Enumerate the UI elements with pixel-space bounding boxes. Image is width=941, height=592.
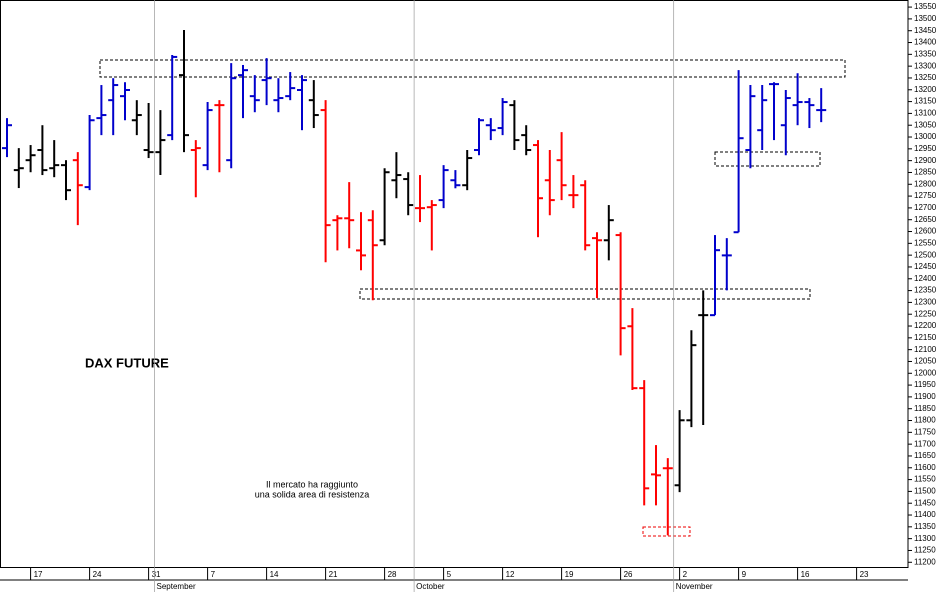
y-tick-label: 11750: [914, 427, 936, 436]
y-tick-label: 13000: [914, 132, 937, 141]
y-tick-label: 13500: [914, 14, 937, 23]
y-tick-label: 13200: [914, 85, 937, 94]
y-tick-label: 11250: [914, 546, 936, 555]
y-tick-label: 13550: [914, 2, 937, 11]
month-label: November: [676, 582, 713, 591]
x-tick-label: 26: [624, 570, 633, 579]
y-tick-label: 12200: [914, 321, 937, 330]
y-tick-label: 13100: [914, 109, 937, 118]
y-tick-label: 12450: [914, 262, 937, 271]
x-tick-label: 21: [329, 570, 338, 579]
x-tick-label: 5: [447, 570, 452, 579]
x-tick-label: 28: [388, 570, 397, 579]
x-tick-label: 19: [565, 570, 574, 579]
y-tick-label: 13300: [914, 61, 937, 70]
y-tick-label: 12050: [914, 357, 937, 366]
y-tick-label: 13150: [914, 97, 937, 106]
plot-frame: [0, 0, 909, 568]
month-label: September: [157, 582, 196, 591]
y-tick-label: 12750: [914, 191, 937, 200]
y-tick-label: 11400: [914, 510, 936, 519]
y-tick-label: 11800: [914, 416, 936, 425]
low-box: [642, 526, 691, 537]
y-tick-label: 12500: [914, 250, 937, 259]
x-tick-label: 17: [34, 570, 43, 579]
y-tick-label: 12650: [914, 215, 937, 224]
y-tick-label: 12700: [914, 203, 937, 212]
y-tick-label: 11500: [914, 487, 936, 496]
support-box: [359, 288, 811, 300]
y-tick-label: 13350: [914, 49, 937, 58]
y-tick-label: 13250: [914, 73, 937, 82]
y-tick-label: 11550: [914, 475, 936, 484]
x-tick-label: 24: [93, 570, 102, 579]
y-tick-label: 11650: [914, 451, 936, 460]
y-tick-label: 12100: [914, 345, 937, 354]
y-tick-label: 12550: [914, 238, 937, 247]
month-label: October: [416, 582, 445, 591]
y-tick-label: 11200: [914, 557, 936, 566]
y-tick-label: 13050: [914, 120, 937, 129]
resistance-box: [99, 59, 846, 78]
y-tick-label: 12400: [914, 274, 937, 283]
x-tick-label: 16: [801, 570, 810, 579]
y-tick-label: 11450: [914, 498, 936, 507]
y-tick-label: 11350: [914, 522, 936, 531]
annotation: Il mercato ha raggiunto: [266, 479, 358, 489]
support-box: [714, 151, 821, 167]
x-tick-label: 23: [860, 570, 869, 579]
y-tick-label: 12250: [914, 309, 937, 318]
y-tick-label: 13400: [914, 38, 937, 47]
y-tick-label: 13450: [914, 26, 937, 35]
x-tick-label: 2: [683, 570, 688, 579]
y-tick-label: 11950: [914, 380, 936, 389]
y-tick-label: 11300: [914, 534, 936, 543]
y-tick-label: 12150: [914, 333, 937, 342]
y-tick-label: 12600: [914, 227, 937, 236]
y-tick-label: 12800: [914, 179, 937, 188]
x-tick-label: 9: [742, 570, 747, 579]
chart-title: DAX FUTURE: [85, 355, 169, 370]
y-tick-label: 12900: [914, 156, 937, 165]
x-tick-label: 31: [152, 570, 161, 579]
y-tick-label: 11850: [914, 404, 936, 413]
y-tick-label: 11600: [914, 463, 936, 472]
y-tick-label: 12350: [914, 286, 937, 295]
y-tick-label: 12000: [914, 368, 937, 377]
annotation: una solida area di resistenza: [255, 489, 370, 499]
y-tick-label: 12950: [914, 144, 937, 153]
x-tick-label: 14: [270, 570, 279, 579]
y-tick-label: 12850: [914, 168, 937, 177]
y-tick-label: 12300: [914, 298, 937, 307]
x-tick-label: 7: [211, 570, 216, 579]
x-tick-label: 12: [506, 570, 515, 579]
y-tick-label: 11900: [914, 392, 936, 401]
y-tick-label: 11700: [914, 439, 936, 448]
